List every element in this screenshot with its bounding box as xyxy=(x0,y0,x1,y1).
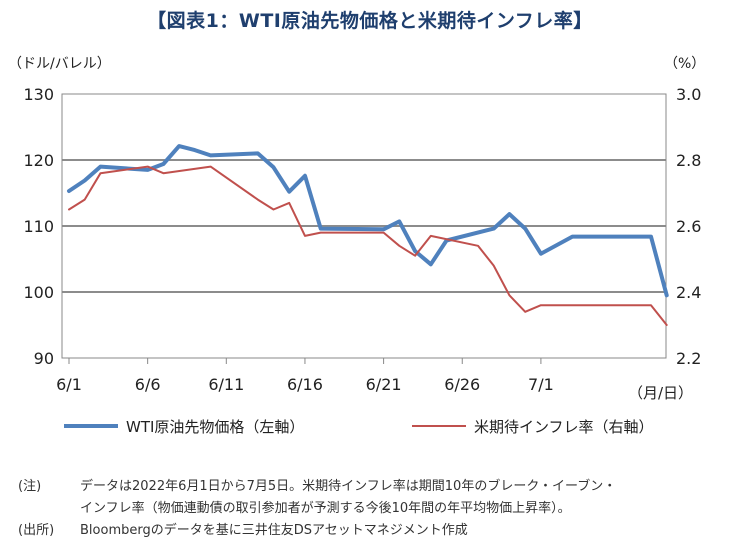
chart-canvas: （ドル/バレル） （%） 90 100 110 120 130 2.2 2.4 2.6 2.8… xyxy=(8,56,705,436)
right-tick-label: 2.8 xyxy=(676,151,701,170)
x-tick-label: 7/1 xyxy=(528,375,554,394)
gridlines xyxy=(62,159,666,293)
plot-frame xyxy=(61,93,667,359)
note-row: (注) xyxy=(18,476,80,498)
note-text-line2: インフレ率（物価連動債の取引参加者が予測する今後10年間の年平均物価上昇率）。 xyxy=(80,501,571,516)
right-axis-ticks: 2.2 2.4 2.6 2.8 3.0 xyxy=(676,85,701,368)
x-tick-label: 6/26 xyxy=(444,375,480,394)
inflation-points xyxy=(68,166,668,326)
x-tick-label: 6/16 xyxy=(287,375,323,394)
right-tick-label: 2.2 xyxy=(676,349,701,368)
x-axis-unit-label: （月/日） xyxy=(628,384,693,402)
source-label: (出所) xyxy=(18,523,55,538)
x-axis-ticks: 6/1 6/6 6/11 6/16 6/21 6/26 7/1 xyxy=(56,358,554,394)
x-tick-label: 6/1 xyxy=(56,375,82,394)
left-tick-label: 100 xyxy=(23,283,54,302)
source-row: (出所) xyxy=(18,520,80,542)
right-axis-label: （%） xyxy=(664,56,705,72)
left-tick-label: 120 xyxy=(23,151,54,170)
left-tick-label: 130 xyxy=(23,85,54,104)
left-axis-label: （ドル/バレル） xyxy=(8,56,111,72)
legend: WTI原油先物価格（左軸） 米期待インフレ率（右軸） xyxy=(64,418,654,436)
note-label: (注) xyxy=(18,479,42,494)
right-tick-label: 2.6 xyxy=(676,217,701,236)
x-tick-label: 6/11 xyxy=(208,375,244,394)
left-axis-ticks: 90 100 110 120 130 xyxy=(23,85,54,368)
wti-price-line xyxy=(67,144,669,298)
x-tick-label: 6/21 xyxy=(366,375,402,394)
legend-label-wti: WTI原油先物価格（左軸） xyxy=(126,418,304,436)
right-tick-label: 2.4 xyxy=(676,283,701,302)
x-tick-label: 6/6 xyxy=(135,375,161,394)
note-text-line1: データは2022年6月1日から7月5日。米期待インフレ率は期間10年のブレーク・… xyxy=(80,479,617,494)
legend-label-inflation: 米期待インフレ率（右軸） xyxy=(474,418,654,436)
right-tick-label: 3.0 xyxy=(676,85,701,104)
left-tick-label: 110 xyxy=(23,217,54,236)
source-text: Bloombergのデータを基に三井住友DSアセットマネジメント作成 xyxy=(80,523,468,538)
left-tick-label: 90 xyxy=(34,349,54,368)
series-layer xyxy=(67,144,669,326)
inflation-expectation-line xyxy=(68,165,668,326)
chart-title: 【図表1：WTI原油先物価格と米期待インフレ率】 xyxy=(147,10,593,32)
